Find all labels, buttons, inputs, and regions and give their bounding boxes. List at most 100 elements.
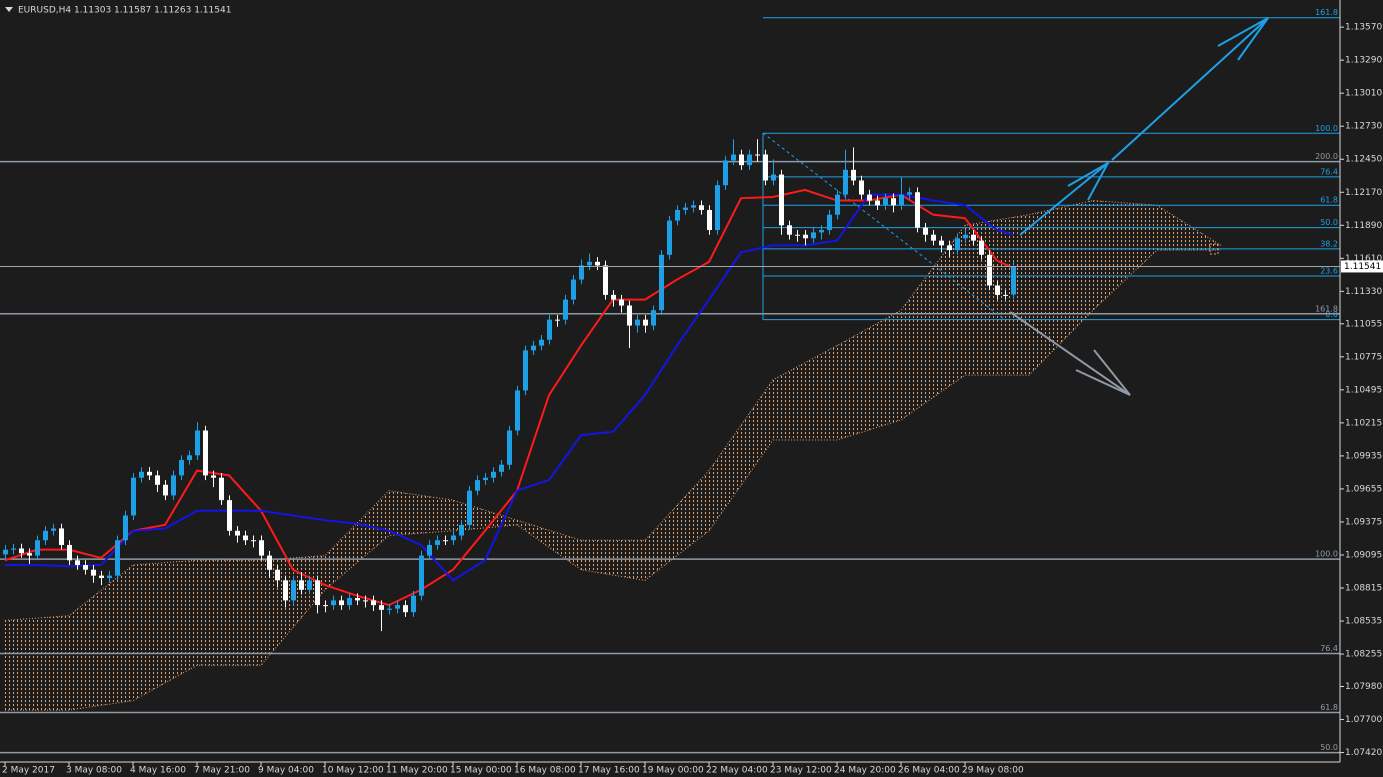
candle-body	[107, 575, 112, 578]
candle-body	[243, 535, 248, 541]
candle-body	[635, 319, 640, 326]
candle-body	[891, 198, 896, 206]
candle-body	[987, 254, 992, 286]
y-tick-label: 1.13570	[1345, 23, 1382, 33]
y-tick-label: 1.11330	[1345, 287, 1382, 297]
candle-body	[995, 285, 1000, 295]
fib-label: 76.4	[1320, 167, 1338, 176]
candle-body	[555, 319, 560, 321]
x-tick-label: 23 May 12:00	[770, 766, 832, 776]
fib-label: 61.8	[1320, 703, 1338, 712]
fib-label: 161.8	[1315, 304, 1338, 313]
candle-body	[379, 605, 384, 610]
x-tick-label: 26 May 04:00	[898, 766, 960, 776]
y-tick-label: 1.07980	[1345, 682, 1382, 692]
candle-body	[267, 555, 272, 570]
candle-body	[395, 605, 400, 609]
candle-body	[475, 480, 480, 491]
candle-body	[147, 471, 152, 476]
candle-body	[283, 580, 288, 601]
candle-body	[427, 544, 432, 556]
y-tick-label: 1.10215	[1345, 418, 1382, 428]
candle-body	[763, 154, 768, 181]
arrow-up-short	[1019, 160, 1111, 236]
x-tick-label: 19 May 00:00	[642, 766, 704, 776]
candle-body	[931, 234, 936, 241]
y-tick-label: 1.09655	[1345, 484, 1382, 494]
fib-trendline	[762, 132, 1006, 321]
y-tick-label: 1.08255	[1345, 650, 1382, 660]
y-tick-label: 1.12730	[1345, 122, 1382, 132]
candle-body	[179, 460, 184, 476]
candle-body	[139, 471, 144, 478]
candle-body	[915, 192, 920, 228]
x-tick-label: 4 May 16:00	[130, 766, 186, 776]
candle-body	[363, 600, 368, 602]
candle-body	[771, 174, 776, 181]
candle-body	[227, 500, 232, 531]
fib-label: 161.8	[1315, 8, 1338, 17]
candle-body	[35, 540, 40, 556]
candle-body	[539, 339, 544, 346]
candle-body	[859, 180, 864, 195]
candle-body	[59, 528, 64, 545]
y-tick-label: 1.13010	[1345, 89, 1382, 99]
x-tick-label: 29 May 08:00	[962, 766, 1024, 776]
arrow-down	[1009, 311, 1131, 396]
candle-body	[907, 192, 912, 195]
cloud-lower	[5, 249, 1221, 711]
candle-body	[923, 227, 928, 235]
x-tick-label: 15 May 00:00	[450, 766, 512, 776]
x-tick-label: 24 May 20:00	[834, 766, 896, 776]
candle-body	[51, 528, 56, 531]
y-tick-label: 1.10495	[1345, 385, 1382, 395]
candle-body	[523, 350, 528, 391]
candle-body	[331, 600, 336, 606]
y-tick-label: 1.09095	[1345, 550, 1382, 560]
candle-body	[675, 209, 680, 221]
candle-body	[827, 214, 832, 231]
y-tick-label: 1.09375	[1345, 517, 1382, 527]
y-tick-label: 1.12450	[1345, 155, 1382, 165]
candle-body	[715, 185, 720, 231]
candle-body	[779, 174, 784, 226]
y-tick-label: 1.12170	[1345, 188, 1382, 198]
y-tick-label: 1.07420	[1345, 748, 1382, 758]
candle-body	[803, 234, 808, 239]
y-tick-label: 1.08535	[1345, 617, 1382, 627]
candle-body	[323, 605, 328, 607]
candle-body	[419, 555, 424, 596]
candle-body	[67, 544, 72, 561]
x-tick-label: 9 May 04:00	[258, 766, 314, 776]
candle-body	[315, 580, 320, 606]
y-tick-label: 1.11055	[1345, 319, 1382, 329]
candle-body	[515, 390, 520, 431]
arrow-up-long	[1111, 17, 1269, 161]
candle-body	[3, 549, 8, 555]
candle-body	[491, 471, 496, 478]
candle-body	[371, 600, 376, 606]
candle-body	[667, 220, 672, 255]
menu-icon[interactable]	[5, 7, 13, 12]
candle-body	[1011, 266, 1016, 295]
candle-body	[747, 154, 752, 166]
candle-body	[955, 238, 960, 251]
candle-body	[699, 205, 704, 210]
cloud-upper	[4, 200, 1222, 621]
candle-body	[459, 524, 464, 536]
candle-body	[867, 194, 872, 201]
candle-body	[587, 261, 592, 266]
candle-body	[219, 477, 224, 501]
fib-label: 100.0	[1315, 124, 1338, 133]
candle-body	[451, 535, 456, 541]
candle-body	[939, 240, 944, 246]
x-tick-label: 2 May 2017	[2, 766, 55, 776]
candle-body	[131, 477, 136, 516]
candle-body	[507, 430, 512, 465]
candle-body	[467, 490, 472, 525]
candle-body	[731, 154, 736, 161]
candle-body	[75, 560, 80, 566]
price-label-box	[1341, 260, 1383, 273]
